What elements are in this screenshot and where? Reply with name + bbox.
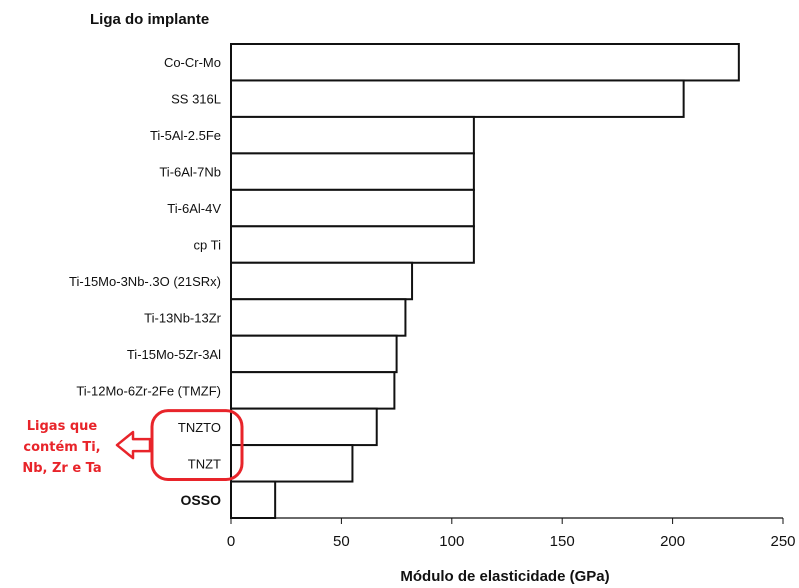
category-label: Ti-6Al-4V	[167, 201, 221, 216]
category-label: cp Ti	[194, 238, 222, 253]
x-axis-title: Módulo de elasticidade (GPa)	[400, 568, 609, 585]
bars-layer	[230, 43, 740, 519]
x-tick-label: 100	[439, 533, 464, 550]
category-label: Ti-6Al-7Nb	[159, 165, 221, 180]
category-label: Ti-5Al-2.5Fe	[150, 128, 221, 143]
x-tick-label: 0	[227, 533, 235, 550]
x-tick-label: 50	[333, 533, 350, 550]
bar-ti-15mo-3nb-3o-21srx	[230, 261, 414, 301]
category-label: TNZTO	[178, 420, 221, 435]
annotation-text: Ligas que contém Ti, Nb, Zr e Ta	[22, 419, 101, 476]
bar-ti-5al-2-5fe	[230, 115, 475, 155]
arrow-left-icon	[115, 430, 152, 460]
category-label: TNZT	[188, 456, 221, 471]
bar-ti-13nb-13zr	[230, 298, 407, 337]
annotation: Ligas que contém Ti, Nb, Zr e Ta	[22, 409, 244, 482]
highlight-box	[150, 409, 244, 482]
x-tick-label: 250	[770, 533, 795, 550]
category-label: Ti-15Mo-3Nb-.3O (21SRx)	[69, 274, 221, 289]
bar-ti-6al-4v	[230, 188, 475, 228]
x-tick-label: 200	[660, 533, 685, 550]
x-tick-label: 150	[550, 533, 575, 550]
bar-cp-ti	[230, 225, 475, 264]
category-label: SS 316L	[171, 92, 221, 107]
bar-ti-6al-7nb	[230, 152, 475, 191]
category-label: OSSO	[181, 492, 222, 508]
category-label: Ti-15Mo-5Zr-3Al	[127, 347, 221, 362]
bar-co-cr-mo	[230, 43, 740, 82]
bar-ti-12mo-6zr-2fe-tmzf	[230, 371, 396, 410]
bar-ti-15mo-5zr-3al	[230, 334, 398, 374]
bar-tnzt	[230, 444, 354, 483]
bar-tnzto	[230, 407, 378, 447]
category-labels: Co-Cr-Mo SS 316L Ti-5Al-2.5Fe Ti-6Al-7Nb Ti-…	[69, 55, 222, 508]
category-label: Ti-13Nb-13Zr	[144, 310, 221, 325]
category-label: Co-Cr-Mo	[164, 55, 221, 70]
category-label: Ti-12Mo-6Zr-2Fe (TMZF)	[76, 383, 221, 398]
x-ticks: 0 50 100 150 200 250	[227, 518, 796, 550]
y-axis-title: Liga do implante	[90, 11, 209, 28]
bar-ss-316l	[230, 79, 685, 118]
bar-osso	[230, 480, 277, 519]
